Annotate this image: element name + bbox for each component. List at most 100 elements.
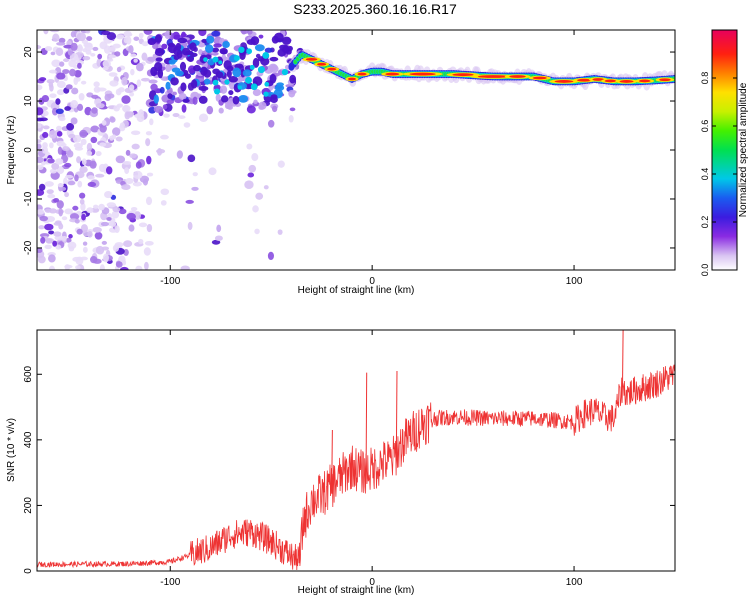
- noise-blob: [119, 266, 129, 270]
- noise-blob: [75, 265, 81, 270]
- ridge-hotspot-red: [532, 76, 547, 80]
- noise-blob: [212, 79, 219, 86]
- noise-blob: [103, 45, 111, 54]
- noise-blob: [150, 83, 158, 91]
- noise-blob: [77, 62, 82, 69]
- noise-blob: [86, 207, 94, 214]
- noise-blob: [95, 173, 105, 178]
- noise-blob: [72, 256, 82, 262]
- noise-blob: [126, 212, 136, 221]
- noise-blob: [180, 82, 187, 92]
- noise-blob: [85, 30, 91, 34]
- noise-blob: [70, 117, 78, 125]
- chart-title: S233.2025.360.16.16.R17: [293, 1, 457, 17]
- noise-blob: [57, 146, 63, 155]
- ridge-hotspot-red: [477, 75, 509, 78]
- noise-blob: [98, 163, 106, 173]
- noise-blob: [216, 224, 222, 233]
- noise-blob: [56, 80, 66, 89]
- noise-blob: [125, 36, 132, 45]
- colorbar-scale: [711, 29, 738, 271]
- noise-blob: [101, 240, 108, 245]
- noise-blob: [123, 240, 133, 248]
- noise-blob: [215, 71, 224, 79]
- noise-blob: [233, 55, 240, 62]
- noise-blob: [107, 58, 114, 62]
- noise-blob: [252, 205, 259, 213]
- snr-spike: [395, 370, 398, 453]
- noise-blob: [289, 107, 296, 112]
- snr-spike: [365, 372, 368, 472]
- noise-blob: [121, 76, 128, 86]
- noise-blob: [281, 36, 292, 45]
- noise-blob: [277, 69, 283, 76]
- noise-blob: [254, 228, 260, 235]
- noise-blob: [134, 211, 142, 220]
- noise-blob: [249, 64, 255, 70]
- noise-blob: [147, 38, 157, 46]
- noise-blob: [63, 58, 70, 63]
- noise-blob: [72, 205, 79, 211]
- noise-blob: [110, 221, 117, 227]
- spectrogram-x-tick-label: 0: [369, 276, 375, 287]
- noise-blob: [193, 64, 201, 72]
- noise-blob: [37, 84, 43, 91]
- noise-blob: [142, 178, 149, 186]
- noise-blob: [74, 174, 79, 182]
- ridge-hotspot-red: [357, 72, 367, 76]
- noise-blob: [146, 172, 154, 177]
- noise-blob: [157, 68, 164, 79]
- noise-blob: [56, 131, 63, 137]
- noise-blob: [65, 84, 73, 90]
- noise-blob: [75, 76, 81, 82]
- noise-blob: [42, 142, 48, 149]
- noise-blob: [95, 103, 105, 109]
- noise-blob: [223, 60, 232, 70]
- noise-blob: [181, 31, 187, 39]
- noise-blob: [96, 58, 102, 67]
- noise-blob: [115, 155, 126, 164]
- noise-blob: [59, 61, 65, 67]
- noise-blob: [192, 96, 198, 105]
- noise-blob: [64, 208, 73, 215]
- spectrogram-y-tick-label: 20: [23, 46, 34, 58]
- colorbar-tick-label: 0.6: [700, 120, 710, 133]
- noise-blob: [276, 82, 284, 87]
- ridge-hotspot-red: [659, 78, 671, 82]
- noise-blob: [80, 256, 88, 261]
- noise-blob: [74, 218, 80, 224]
- noise-blob: [64, 174, 74, 179]
- noise-blob: [68, 59, 77, 68]
- noise-blob: [281, 69, 289, 76]
- ridge-hotspot-red: [638, 79, 651, 83]
- noise-blob: [86, 36, 93, 41]
- noise-blob: [242, 69, 252, 77]
- noise-blob: [255, 192, 264, 200]
- noise-blob: [198, 113, 209, 123]
- noise-blob: [125, 149, 131, 156]
- noise-blob: [222, 40, 230, 49]
- noise-blob: [111, 210, 120, 219]
- noise-blob: [50, 30, 60, 33]
- noise-blob: [37, 255, 46, 264]
- noise-blob: [178, 92, 187, 101]
- noise-blob: [115, 88, 122, 96]
- noise-blob: [234, 63, 244, 69]
- ridge-hotspot-red: [509, 75, 526, 78]
- noise-blob: [192, 172, 198, 177]
- ridge-hotspot-red: [592, 78, 605, 81]
- noise-blob: [109, 80, 119, 87]
- noise-blob: [178, 115, 186, 119]
- noise-blob: [46, 189, 54, 195]
- noise-blob: [130, 68, 135, 76]
- noise-blob: [113, 105, 120, 112]
- noise-blob: [247, 172, 255, 178]
- snr-y-tick-label: 600: [23, 365, 34, 382]
- noise-blob: [93, 204, 99, 209]
- noise-blob: [248, 164, 257, 173]
- noise-blob: [237, 76, 244, 83]
- noise-blob: [92, 46, 99, 51]
- noise-blob: [37, 107, 44, 116]
- noise-blob: [48, 208, 57, 214]
- noise-blob: [172, 31, 180, 40]
